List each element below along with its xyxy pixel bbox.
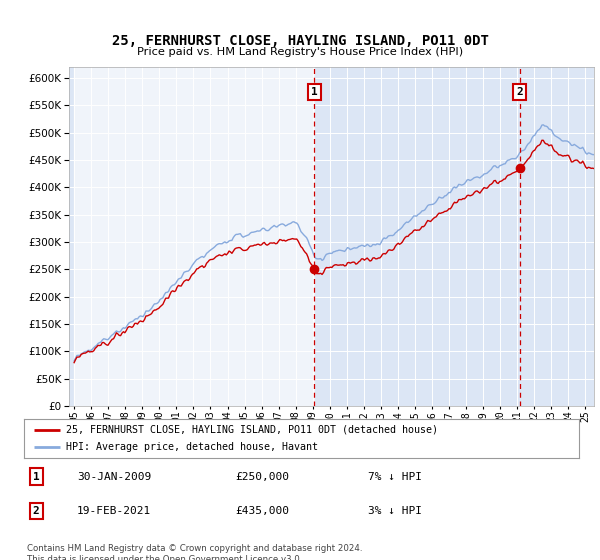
Bar: [74, 67, 314, 406]
Text: 2: 2: [33, 506, 40, 516]
Text: 25, FERNHURST CLOSE, HAYLING ISLAND, PO11 0DT: 25, FERNHURST CLOSE, HAYLING ISLAND, PO1…: [112, 34, 488, 48]
Text: £250,000: £250,000: [235, 472, 289, 482]
Text: £435,000: £435,000: [235, 506, 289, 516]
Text: 2: 2: [516, 87, 523, 97]
Text: HPI: Average price, detached house, Havant: HPI: Average price, detached house, Hava…: [65, 442, 317, 452]
Text: Contains HM Land Registry data © Crown copyright and database right 2024.
This d: Contains HM Land Registry data © Crown c…: [27, 544, 362, 560]
Text: 7% ↓ HPI: 7% ↓ HPI: [368, 472, 422, 482]
Text: 1: 1: [33, 472, 40, 482]
Text: Price paid vs. HM Land Registry's House Price Index (HPI): Price paid vs. HM Land Registry's House …: [137, 47, 463, 57]
Text: 19-FEB-2021: 19-FEB-2021: [77, 506, 151, 516]
Text: 30-JAN-2009: 30-JAN-2009: [77, 472, 151, 482]
Text: 1: 1: [311, 87, 317, 97]
Text: 3% ↓ HPI: 3% ↓ HPI: [368, 506, 422, 516]
Text: 25, FERNHURST CLOSE, HAYLING ISLAND, PO11 0DT (detached house): 25, FERNHURST CLOSE, HAYLING ISLAND, PO1…: [65, 424, 437, 435]
